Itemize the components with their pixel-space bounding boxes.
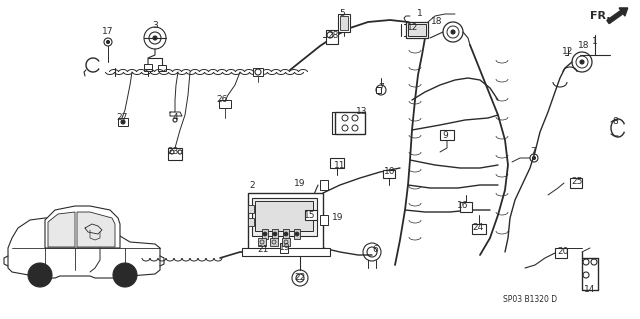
Bar: [248, 218, 254, 226]
Circle shape: [295, 232, 299, 236]
Text: 10: 10: [384, 167, 396, 176]
Text: 1: 1: [417, 9, 423, 18]
Text: 18: 18: [431, 18, 443, 26]
Polygon shape: [77, 212, 115, 247]
Text: 8: 8: [612, 117, 618, 127]
Text: 11: 11: [334, 160, 346, 169]
Text: 9: 9: [442, 130, 448, 139]
Text: 18: 18: [579, 41, 589, 49]
Circle shape: [118, 268, 132, 282]
Bar: [305, 210, 317, 220]
FancyArrow shape: [607, 8, 628, 24]
Bar: [158, 65, 166, 71]
Bar: [294, 229, 300, 239]
Bar: [248, 193, 323, 251]
Circle shape: [580, 60, 584, 64]
Text: 25: 25: [572, 177, 582, 187]
Bar: [248, 205, 254, 213]
Text: FR.: FR.: [590, 11, 611, 21]
Bar: [376, 87, 381, 93]
Bar: [340, 16, 348, 30]
Bar: [335, 112, 365, 134]
Circle shape: [153, 36, 157, 40]
Text: 22: 22: [294, 273, 306, 283]
Text: 28: 28: [327, 32, 339, 41]
Text: 15: 15: [304, 211, 316, 219]
Text: 6: 6: [372, 244, 378, 254]
Circle shape: [33, 268, 47, 282]
Bar: [219, 100, 231, 108]
Bar: [255, 201, 313, 231]
Text: 2: 2: [249, 181, 255, 189]
Circle shape: [122, 272, 128, 278]
Text: 21: 21: [257, 244, 269, 254]
Bar: [330, 158, 344, 168]
Text: 7: 7: [378, 84, 384, 93]
Bar: [383, 170, 395, 178]
Circle shape: [121, 120, 125, 124]
Circle shape: [273, 232, 277, 236]
Bar: [144, 65, 152, 71]
Bar: [440, 130, 454, 140]
Text: 1: 1: [592, 38, 598, 47]
Bar: [406, 22, 428, 38]
Text: 5: 5: [339, 10, 345, 19]
Text: 19: 19: [294, 179, 306, 188]
Bar: [283, 229, 289, 239]
Circle shape: [451, 30, 455, 34]
Text: 16: 16: [457, 201, 468, 210]
Bar: [320, 215, 328, 225]
Circle shape: [106, 41, 109, 43]
Circle shape: [28, 263, 52, 287]
Bar: [272, 229, 278, 239]
Text: 14: 14: [584, 286, 596, 294]
Polygon shape: [48, 212, 75, 247]
Text: 23: 23: [167, 147, 179, 157]
Polygon shape: [8, 218, 160, 278]
Text: 13: 13: [356, 108, 368, 116]
Bar: [282, 238, 290, 246]
Text: 17: 17: [102, 27, 114, 36]
Polygon shape: [45, 206, 120, 248]
Bar: [338, 14, 350, 32]
Bar: [408, 24, 426, 36]
Text: 4: 4: [172, 114, 178, 122]
Bar: [252, 198, 317, 236]
Bar: [326, 30, 338, 44]
Text: 19: 19: [279, 243, 291, 253]
Text: 12: 12: [563, 48, 573, 56]
Text: 12: 12: [407, 24, 419, 33]
Text: 3: 3: [152, 21, 158, 31]
Bar: [320, 180, 328, 190]
Bar: [242, 248, 330, 256]
Circle shape: [532, 157, 536, 160]
Bar: [280, 243, 288, 253]
Text: 20: 20: [557, 248, 569, 256]
Bar: [262, 229, 268, 239]
Text: SP03 B1320 D: SP03 B1320 D: [503, 294, 557, 303]
Bar: [253, 68, 263, 76]
Bar: [570, 178, 582, 188]
Circle shape: [263, 232, 267, 236]
Text: 26: 26: [216, 95, 228, 105]
Circle shape: [284, 232, 288, 236]
Bar: [472, 224, 486, 234]
Bar: [144, 64, 152, 69]
Text: 27: 27: [116, 114, 128, 122]
Circle shape: [37, 272, 43, 278]
Bar: [270, 238, 278, 246]
Text: 19: 19: [332, 213, 344, 222]
Bar: [258, 238, 266, 246]
Bar: [168, 148, 182, 160]
Text: 24: 24: [472, 224, 484, 233]
Bar: [118, 118, 128, 126]
Bar: [460, 202, 472, 212]
Bar: [555, 248, 567, 258]
Circle shape: [113, 263, 137, 287]
Text: 7: 7: [530, 147, 536, 157]
